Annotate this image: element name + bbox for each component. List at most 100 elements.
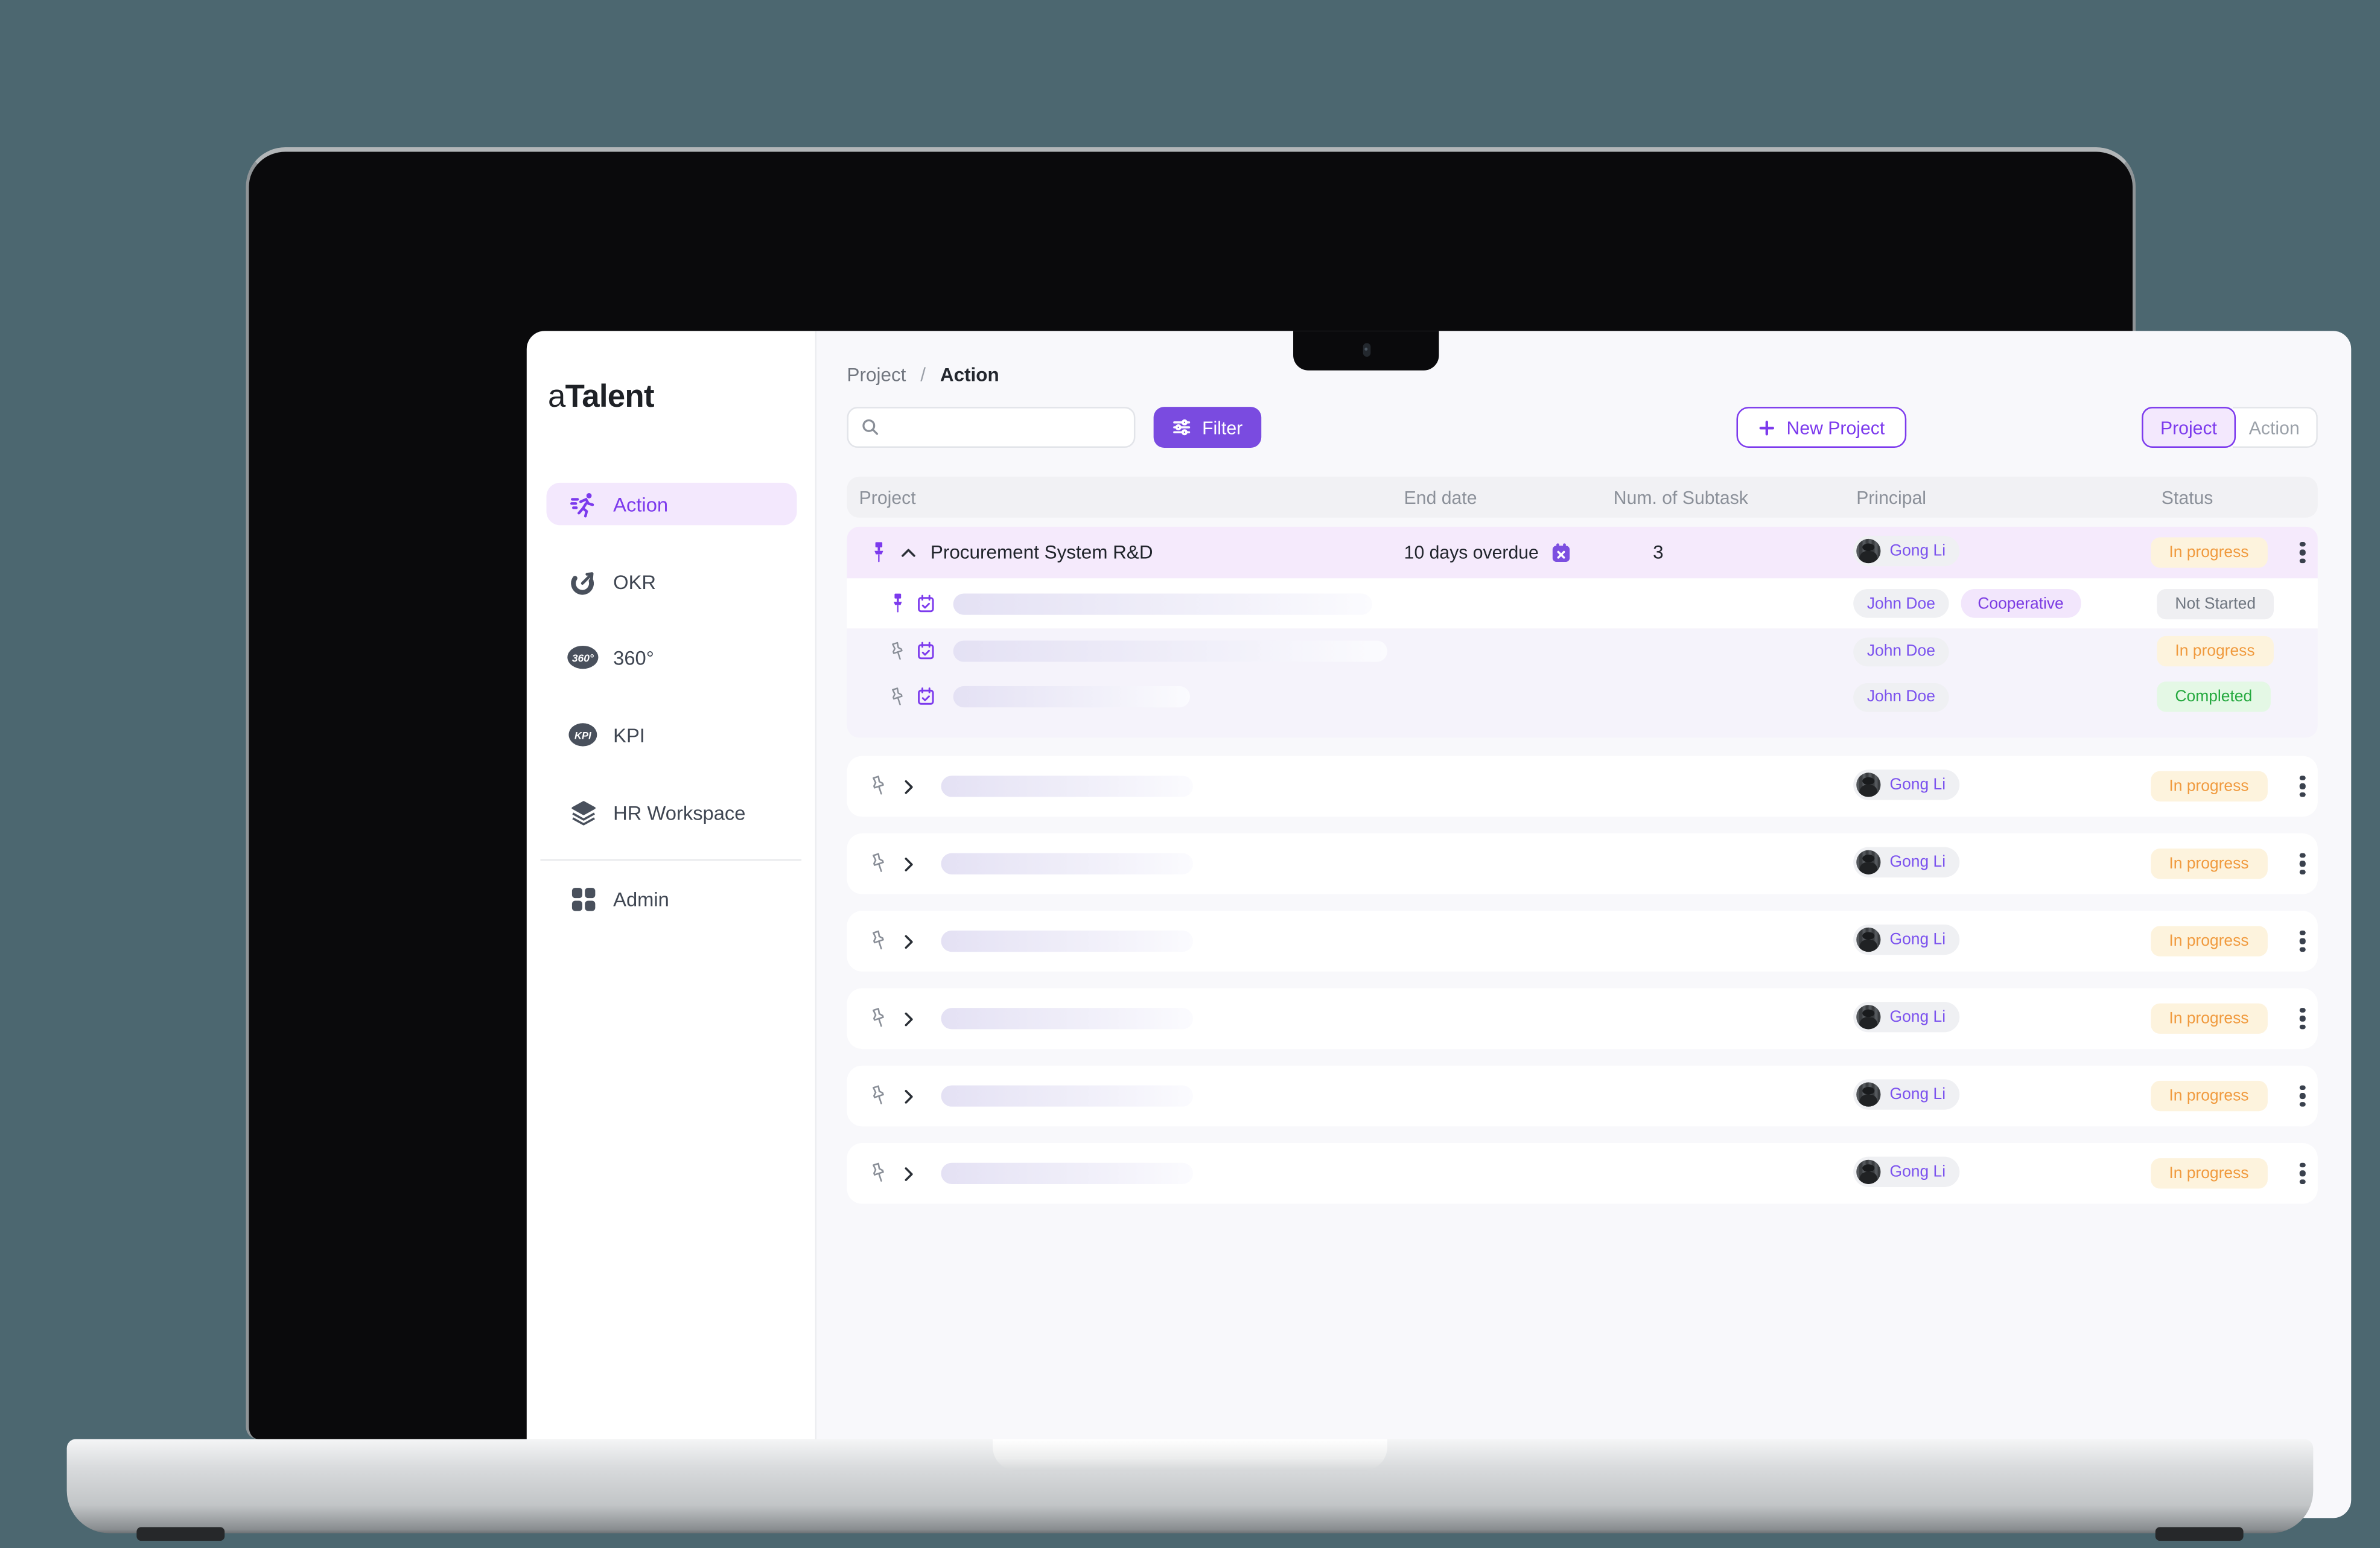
sidebar-item-hr-workspace[interactable]: HR Workspace — [547, 791, 797, 833]
webcam-dot — [1362, 343, 1370, 357]
pin-outline-icon[interactable] — [888, 640, 908, 663]
calendar-check-icon — [915, 686, 937, 707]
pin-icon[interactable] — [888, 592, 908, 615]
principal-name: John Doe — [1866, 688, 1935, 707]
breadcrumb: Project / Action — [847, 365, 999, 386]
skeleton-project-name — [941, 1008, 1194, 1030]
status-badge: In progress — [2151, 849, 2267, 879]
status-badge: In progress — [2157, 635, 2273, 667]
column-header-status[interactable]: Status — [2161, 486, 2213, 508]
filter-label: Filter — [1202, 416, 1243, 438]
project-row[interactable]: Procurement System R&D 10 days overdue — [847, 526, 2318, 579]
runner-icon — [566, 487, 599, 520]
filter-button[interactable]: Filter — [1153, 407, 1261, 448]
breadcrumb-current: Action — [940, 364, 999, 386]
sidebar-item-admin[interactable]: Admin — [547, 878, 797, 920]
status-badge: Completed — [2157, 681, 2271, 712]
avatar — [1856, 1081, 1881, 1106]
table-row[interactable]: Gong Li In progress — [847, 756, 2318, 817]
kebab-menu-icon[interactable] — [2294, 847, 2311, 881]
column-header-project[interactable]: Project — [859, 486, 916, 508]
table-row[interactable]: Gong Li In progress — [847, 833, 2318, 894]
chevron-right-icon[interactable] — [899, 1086, 918, 1106]
kebab-menu-icon[interactable] — [2294, 1156, 2311, 1191]
logo-bold-part: Talent — [565, 379, 655, 415]
badge-360-icon: 360° — [566, 640, 599, 674]
principal-name: Gong Li — [1889, 929, 1946, 948]
sidebar-item-label: KPI — [613, 723, 645, 747]
kebab-menu-icon[interactable] — [2294, 1079, 2311, 1113]
subtask-row[interactable]: John Doe Cooperative Not Started — [847, 578, 2318, 628]
toggle-option-project[interactable]: Project — [2142, 407, 2236, 448]
calendar-check-icon — [915, 593, 937, 614]
search-box[interactable] — [847, 407, 1136, 448]
kebab-menu-icon[interactable] — [2294, 924, 2311, 958]
table-header: Project End date Num. of Subtask Princip… — [847, 476, 2318, 518]
laptop-foot — [2155, 1527, 2244, 1541]
breadcrumb-parent[interactable]: Project — [847, 364, 906, 386]
pin-outline-icon[interactable] — [868, 1084, 889, 1108]
column-header-principal[interactable]: Principal — [1856, 486, 1927, 508]
pin-outline-icon[interactable] — [868, 929, 889, 953]
sidebar-item-360[interactable]: 360° 360° — [547, 636, 797, 678]
avatar — [1856, 1004, 1881, 1029]
end-date-text: 10 days overdue — [1404, 541, 1539, 564]
kebab-menu-icon[interactable] — [2294, 769, 2311, 804]
chevron-right-icon[interactable] — [899, 931, 918, 951]
toggle-option-action[interactable]: Action — [2232, 407, 2318, 448]
chevron-right-icon[interactable] — [899, 854, 918, 874]
chevron-right-icon[interactable] — [899, 1164, 918, 1183]
skeleton-project-name — [941, 1085, 1194, 1107]
cooperative-tag: Cooperative — [1961, 588, 2081, 618]
calendar-x-icon — [1549, 541, 1572, 564]
kebab-menu-icon[interactable] — [2294, 1001, 2311, 1036]
main-content: Project / Action — [816, 331, 2352, 1518]
table-row[interactable]: Gong Li In progress — [847, 1065, 2318, 1127]
principal-chip: Gong Li — [1853, 846, 1959, 877]
pin-outline-icon[interactable] — [868, 1007, 889, 1031]
pin-icon[interactable] — [868, 540, 889, 564]
table-row[interactable]: Gong Li In progress — [847, 1143, 2318, 1204]
num-subtasks: 3 — [1653, 541, 1664, 564]
sidebar-item-label: Action — [613, 492, 669, 515]
app-logo: aTalent — [548, 379, 655, 416]
sidebar-item-action[interactable]: Action — [546, 482, 797, 526]
principal-chip: John Doe — [1853, 588, 1949, 618]
table-row[interactable]: Gong Li In progress — [847, 911, 2318, 972]
pin-outline-icon[interactable] — [868, 852, 889, 876]
new-project-button[interactable]: New Project — [1736, 407, 1906, 448]
laptop-foot — [136, 1527, 225, 1541]
view-toggle: Project Action — [2142, 407, 2318, 448]
svg-text:KPI: KPI — [574, 730, 591, 742]
avatar — [1856, 538, 1881, 562]
column-header-end-date[interactable]: End date — [1404, 486, 1477, 508]
chevron-right-icon[interactable] — [899, 1008, 918, 1028]
avatar — [1856, 926, 1881, 951]
kebab-menu-icon[interactable] — [2294, 535, 2311, 570]
plus-icon — [1758, 418, 1776, 436]
chevron-up-icon[interactable] — [899, 543, 918, 562]
status-badge: In progress — [2151, 926, 2267, 957]
principal-name: John Doe — [1866, 642, 1935, 661]
sidebar-item-okr[interactable]: OKR — [547, 560, 797, 602]
calendar-check-icon — [915, 640, 937, 661]
skeleton-subtask-name — [953, 686, 1190, 708]
pin-outline-icon[interactable] — [868, 1161, 889, 1185]
subtask-row[interactable]: John Doe In progress — [847, 628, 2318, 674]
skeleton-subtask-name — [953, 640, 1387, 662]
pin-outline-icon[interactable] — [888, 686, 908, 709]
pin-outline-icon[interactable] — [868, 774, 889, 798]
search-input[interactable] — [889, 416, 1118, 438]
column-header-num-subtask[interactable]: Num. of Subtask — [1613, 486, 1748, 508]
sidebar-item-kpi[interactable]: KPI KPI — [547, 713, 797, 756]
avatar — [1856, 772, 1881, 797]
chevron-right-icon[interactable] — [899, 777, 918, 797]
skeleton-project-name — [941, 930, 1194, 952]
status-badge: In progress — [2151, 1158, 2267, 1189]
subtask-row[interactable]: John Doe Completed — [847, 674, 2318, 719]
status-badge: In progress — [2151, 1003, 2267, 1034]
table-row[interactable]: Gong Li In progress — [847, 988, 2318, 1050]
principal-name: Gong Li — [1889, 1162, 1946, 1180]
principal-name: Gong Li — [1889, 1007, 1946, 1026]
